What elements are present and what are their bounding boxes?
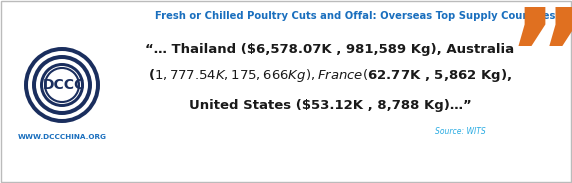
Text: “… Thailand ($6,578.07K , 981,589 Kg), Australia: “… Thailand ($6,578.07K , 981,589 Kg), A… [145, 44, 515, 57]
Circle shape [32, 55, 92, 115]
Circle shape [24, 47, 100, 123]
Circle shape [40, 63, 84, 107]
Text: DCCC: DCCC [43, 78, 85, 92]
Text: Fresh or Chilled Poultry Cuts and Offal: Overseas Top Supply Countries to HK 202: Fresh or Chilled Poultry Cuts and Offal:… [155, 11, 572, 21]
Circle shape [36, 59, 88, 111]
Text: Source: WITS: Source: WITS [435, 126, 486, 135]
Circle shape [28, 51, 96, 119]
Text: ”: ” [507, 3, 572, 124]
Text: ($1,777.54K , 175,666 Kg), France ($62.77K , 5,862 Kg),: ($1,777.54K , 175,666 Kg), France ($62.7… [148, 68, 512, 85]
Text: United States ($53.12K , 8,788 Kg)…”: United States ($53.12K , 8,788 Kg)…” [189, 98, 471, 111]
Text: WWW.DCCCHINA.ORG: WWW.DCCCHINA.ORG [18, 134, 106, 140]
Circle shape [43, 66, 81, 104]
